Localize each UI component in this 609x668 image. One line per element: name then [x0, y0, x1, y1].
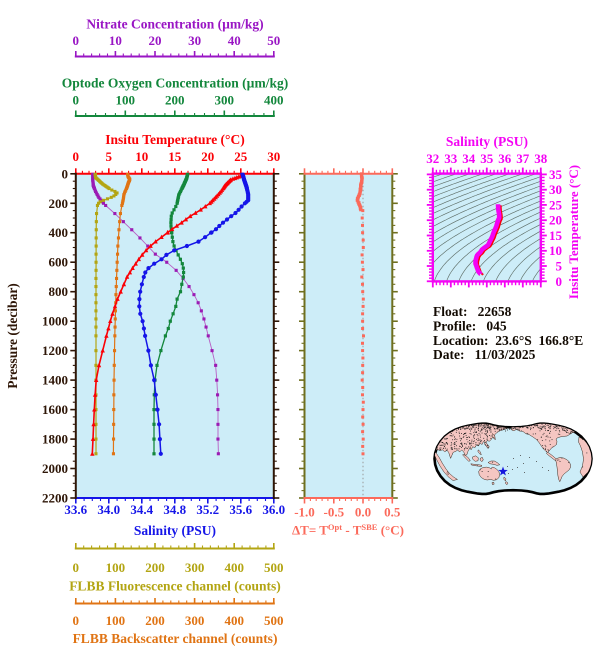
svg-text:30: 30 — [188, 33, 201, 48]
svg-text:30: 30 — [267, 149, 280, 164]
svg-text:36: 36 — [498, 151, 512, 166]
svg-text:10: 10 — [109, 33, 122, 48]
svg-text:Profile: 045: Profile: 045 — [433, 318, 507, 333]
svg-text:50: 50 — [267, 33, 280, 48]
svg-text:400: 400 — [224, 560, 244, 575]
svg-text:FLBB Fluorescence channel (cou: FLBB Fluorescence channel (counts) — [69, 579, 281, 594]
svg-text:Nitrate Concentration (µm/kg): Nitrate Concentration (µm/kg) — [86, 16, 263, 31]
svg-text:0: 0 — [73, 149, 80, 164]
svg-text:34.4: 34.4 — [130, 502, 153, 517]
svg-text:200: 200 — [49, 196, 69, 211]
svg-text:ΔT= TOpt - TSBE (°C): ΔT= TOpt - TSBE (°C) — [292, 522, 404, 538]
svg-text:40: 40 — [228, 33, 241, 48]
svg-text:2200: 2200 — [42, 491, 68, 506]
svg-text:33: 33 — [444, 151, 458, 166]
svg-text:20: 20 — [201, 149, 214, 164]
svg-text:35: 35 — [549, 167, 563, 182]
svg-text:0: 0 — [62, 166, 69, 181]
svg-text:0.0: 0.0 — [355, 505, 371, 520]
svg-text:300: 300 — [185, 613, 205, 628]
svg-text:1200: 1200 — [42, 343, 68, 358]
svg-text:400: 400 — [224, 613, 244, 628]
svg-text:38: 38 — [534, 151, 548, 166]
svg-text:35: 35 — [480, 151, 494, 166]
svg-text:30: 30 — [549, 182, 562, 197]
svg-text:15: 15 — [549, 228, 563, 243]
svg-text:FLBB Backscatter channel (coun: FLBB Backscatter channel (counts) — [73, 631, 278, 646]
svg-text:Float: 22658: Float: 22658 — [433, 304, 512, 319]
svg-text:0: 0 — [556, 274, 563, 289]
svg-text:100: 100 — [116, 93, 136, 108]
svg-text:Date: 11/03/2025: Date: 11/03/2025 — [433, 347, 536, 362]
svg-text:5: 5 — [106, 149, 113, 164]
svg-text:20: 20 — [549, 213, 562, 228]
svg-text:-0.5: -0.5 — [324, 505, 345, 520]
svg-text:800: 800 — [49, 284, 69, 299]
svg-text:200: 200 — [165, 93, 185, 108]
svg-text:34.8: 34.8 — [163, 502, 186, 517]
svg-text:0: 0 — [73, 93, 80, 108]
svg-text:Location: 23.6°S 166.8°E: Location: 23.6°S 166.8°E — [433, 333, 583, 348]
svg-text:0: 0 — [73, 613, 80, 628]
svg-text:400: 400 — [264, 93, 284, 108]
svg-text:32: 32 — [426, 151, 439, 166]
svg-text:500: 500 — [264, 613, 284, 628]
svg-text:35.6: 35.6 — [229, 502, 252, 517]
svg-text:2000: 2000 — [42, 461, 68, 476]
svg-text:37: 37 — [516, 151, 530, 166]
svg-text:25: 25 — [549, 197, 563, 212]
svg-text:Insitu Temperature (°C): Insitu Temperature (°C) — [105, 132, 244, 147]
svg-text:300: 300 — [215, 93, 235, 108]
svg-text:34.0: 34.0 — [97, 502, 120, 517]
svg-text:200: 200 — [145, 560, 165, 575]
svg-text:400: 400 — [49, 225, 69, 240]
svg-text:34: 34 — [462, 151, 476, 166]
svg-text:1000: 1000 — [42, 314, 68, 329]
svg-text:33.6: 33.6 — [64, 502, 87, 517]
svg-text:Insitu Temperature (°C): Insitu Temperature (°C) — [566, 165, 581, 299]
svg-text:100: 100 — [106, 560, 126, 575]
svg-text:100: 100 — [106, 613, 126, 628]
svg-text:35.2: 35.2 — [196, 502, 219, 517]
svg-text:Salinity (PSU): Salinity (PSU) — [446, 134, 528, 149]
svg-text:0: 0 — [73, 33, 80, 48]
svg-text:Pressure (decibar): Pressure (decibar) — [5, 283, 20, 389]
svg-text:20: 20 — [149, 33, 162, 48]
svg-text:0.5: 0.5 — [384, 505, 401, 520]
svg-text:1600: 1600 — [42, 402, 68, 417]
svg-text:15: 15 — [168, 149, 182, 164]
svg-text:5: 5 — [556, 259, 563, 274]
svg-text:600: 600 — [49, 255, 69, 270]
svg-text:500: 500 — [264, 560, 284, 575]
svg-text:10: 10 — [135, 149, 148, 164]
svg-text:10: 10 — [549, 243, 562, 258]
svg-text:36.0: 36.0 — [262, 502, 285, 517]
svg-text:200: 200 — [145, 613, 165, 628]
svg-text:1800: 1800 — [42, 432, 68, 447]
svg-text:25: 25 — [234, 149, 248, 164]
svg-text:0: 0 — [73, 560, 80, 575]
svg-text:300: 300 — [185, 560, 205, 575]
svg-text:-1.0: -1.0 — [294, 505, 315, 520]
svg-text:Salinity (PSU): Salinity (PSU) — [134, 523, 216, 538]
svg-text:Optode Oxygen Concentration (µ: Optode Oxygen Concentration (µm/kg) — [62, 76, 288, 91]
svg-text:1400: 1400 — [42, 373, 68, 388]
